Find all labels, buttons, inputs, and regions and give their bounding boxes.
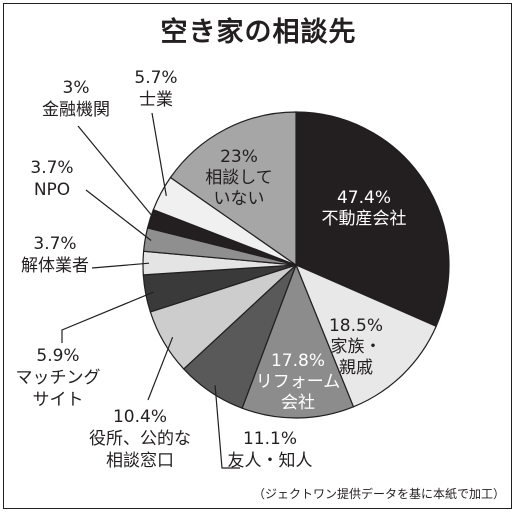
slice-label-10-line-0: 23%	[220, 147, 258, 167]
slice-label-10-line-2: いない	[214, 189, 265, 209]
slice-label-4-line-0: 10.4%	[113, 407, 167, 427]
slice-label-1-line-1: 家族・	[331, 337, 382, 357]
leader-line-9	[151, 112, 167, 197]
slice-label-9-line-1: 士業	[139, 90, 173, 110]
slice-label-6-line-0: 3.7%	[33, 234, 76, 254]
slice-label-5-line-2: サイト	[33, 390, 84, 410]
pie-slice-2	[241, 263, 355, 419]
slice-label-1-line-2: 親戚	[339, 358, 373, 378]
leader-line-5	[61, 291, 154, 343]
leader-line-7	[85, 189, 152, 241]
leader-line-8	[77, 125, 157, 221]
source-note: （ジェクトワン提供データを基に本紙で加工）	[252, 487, 505, 501]
slice-label-7-line-1: NPO	[34, 180, 70, 200]
pie-slice-0	[295, 111, 450, 328]
slice-label-10-line-1: 相談して	[205, 168, 273, 188]
slice-label-2-line-0: 17.8%	[271, 351, 325, 371]
slice-label-6-line-1: 解体業者	[21, 256, 89, 276]
slice-label-3-line-1: 友人・知人	[228, 451, 313, 471]
slice-label-8-line-0: 3%	[63, 78, 90, 98]
slice-label-1-line-0: 18.5%	[329, 316, 383, 336]
leader-line-4	[147, 336, 174, 401]
slice-label-4-line-1: 役所、公的な	[89, 429, 191, 449]
slice-label-0-line-0: 47.4%	[337, 188, 391, 208]
pie-slice-1	[294, 263, 437, 408]
slice-label-0-line-1: 不動産会社	[322, 209, 407, 229]
slice-label-9-line-0: 5.7%	[134, 68, 177, 88]
leader-line-6	[91, 262, 150, 269]
slice-label-5-line-1: マッチング	[16, 368, 101, 388]
chart-title: 空き家の相談先	[160, 17, 357, 48]
slice-label-8-line-1: 金融機関	[42, 100, 110, 120]
pie-slice-10	[169, 111, 297, 267]
slice-label-5-line-0: 5.9%	[36, 346, 79, 366]
slice-label-4-line-2: 相談窓口	[106, 451, 174, 471]
slice-label-2-line-1: リフォーム	[256, 372, 341, 392]
leader-line-3	[214, 385, 240, 469]
slice-label-3-line-0: 11.1%	[243, 429, 297, 449]
slice-label-7-line-0: 3.7%	[30, 158, 73, 178]
slice-label-2-line-2: 会社	[281, 393, 315, 413]
